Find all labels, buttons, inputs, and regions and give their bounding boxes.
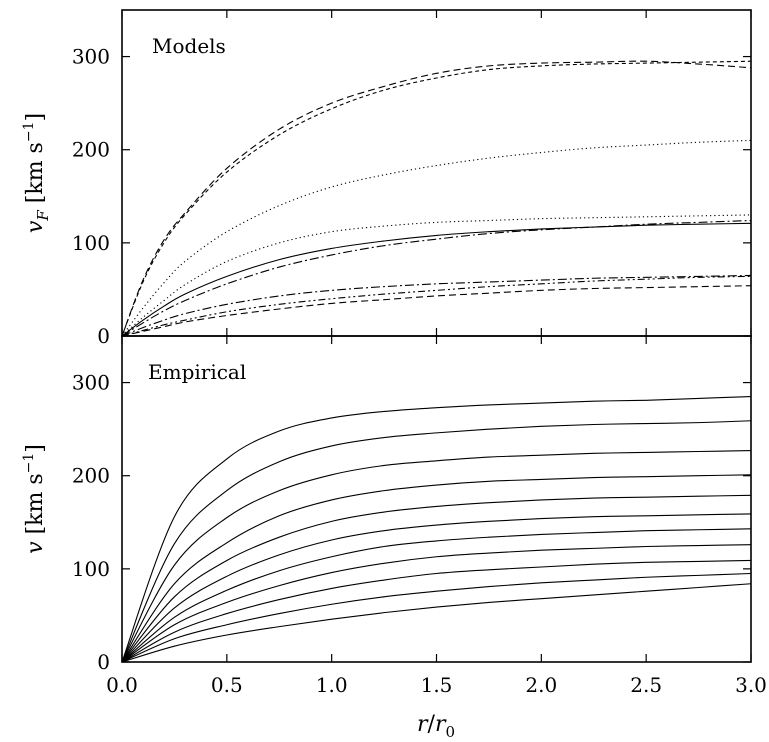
models-curve-1: [121, 60, 752, 337]
empirical-y-tick-label: 100: [72, 557, 110, 581]
models-y-tick-label: 300: [72, 45, 110, 69]
x-axis-label: r/r0: [417, 712, 455, 741]
empirical-curve-8: [121, 544, 752, 663]
models-curves: [121, 60, 752, 337]
models-panel-title: Models: [152, 34, 226, 58]
models-plot-frame: [121, 9, 752, 337]
models-curve-9: [121, 285, 752, 337]
x-tick-label: 1.5: [421, 673, 453, 697]
x-tick-label: 1.0: [316, 673, 348, 697]
x-tick-label: 0.0: [106, 673, 138, 697]
x-tick-label: 2.5: [630, 673, 662, 697]
models-axis-ticks: 0 100 200 300: [72, 10, 752, 348]
empirical-y-tick-label: 300: [72, 371, 110, 395]
svg-text:vF [km s−1]: vF [km s−1]: [21, 113, 52, 233]
empirical-curve-6: [121, 513, 752, 663]
svg-text:r/r0: r/r0: [417, 712, 455, 741]
empirical-curve-5: [121, 494, 752, 663]
empirical-axis-ticks: 0 100 200 300 0.0 0.5 1.0 1.5 2.0 2.5 3.0: [72, 336, 767, 697]
x-tick-label: 0.5: [211, 673, 243, 697]
svg-text:v [km s−1]: v [km s−1]: [21, 444, 48, 554]
models-panel: Models vF [km s−1] 0 100 200 300: [21, 9, 752, 348]
empirical-curves: [121, 395, 752, 663]
models-curve-7: [121, 274, 752, 337]
models-y-tick-label: 200: [72, 138, 110, 162]
models-curve-8: [121, 275, 752, 337]
models-y-tick-label: 100: [72, 231, 110, 255]
empirical-curve-10: [121, 572, 752, 663]
empirical-curve-7: [121, 528, 752, 663]
models-y-tick-label: 0: [97, 324, 110, 348]
empirical-y-axis-label: v [km s−1]: [21, 444, 48, 554]
empirical-curve-3: [121, 450, 752, 663]
x-tick-label: 2.0: [525, 673, 557, 697]
models-curve-3: [121, 139, 752, 337]
empirical-curve-9: [121, 559, 752, 663]
models-curve-2: [121, 60, 752, 337]
x-tick-label: 3.0: [735, 673, 767, 697]
models-curve-4: [121, 214, 752, 337]
empirical-y-tick-label: 0: [97, 650, 110, 674]
empirical-panel-title: Empirical: [148, 360, 246, 384]
models-y-axis-label: vF [km s−1]: [21, 113, 52, 233]
empirical-curve-11: [121, 583, 752, 663]
empirical-y-tick-label: 200: [72, 464, 110, 488]
models-curve-5: [121, 222, 752, 337]
empirical-curve-4: [121, 474, 752, 663]
empirical-panel: Empirical v [km s−1] 0 100 200 300 0.0 0.5 1.0…: [21, 335, 767, 741]
models-curve-6: [121, 219, 752, 337]
empirical-curve-1: [121, 395, 752, 663]
empirical-curve-2: [121, 420, 752, 663]
